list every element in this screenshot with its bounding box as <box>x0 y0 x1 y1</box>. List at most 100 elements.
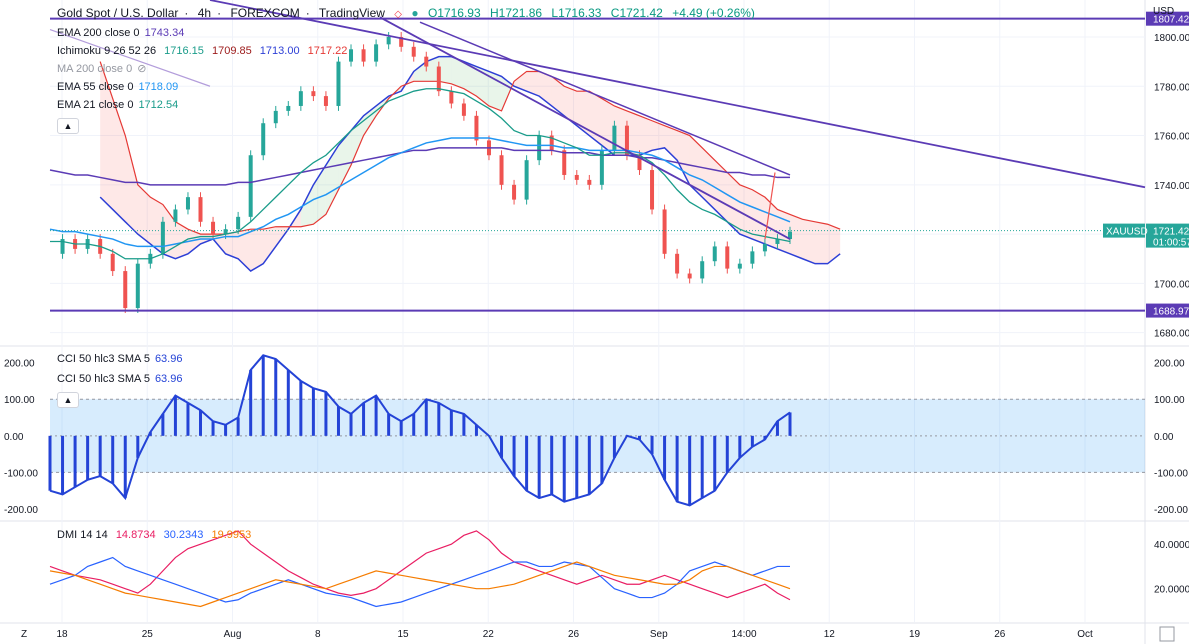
legend-ma200[interactable]: MA 200 close 0 ⊘ <box>57 62 151 76</box>
legend-cci-2[interactable]: CCI 50 hlc3 SMA 5 63.96 <box>57 372 187 386</box>
bottom-line-price-tag: 1688.97 <box>1153 307 1189 318</box>
x-tick-label: 12 <box>824 629 836 640</box>
x-tick-label: 26 <box>568 629 580 640</box>
eye-hidden-icon[interactable]: ⊘ <box>137 63 147 75</box>
candle-body <box>311 91 316 97</box>
settings-gear-icon <box>1159 626 1175 642</box>
y-tick-label: 1680.00 <box>1154 329 1189 340</box>
price-series <box>49 88 791 260</box>
x-tick-label: 25 <box>142 629 154 640</box>
cloud-segment <box>551 76 565 116</box>
candle-body <box>775 239 780 244</box>
legend-dmi[interactable]: DMI 14 14 14.8734 30.2343 19.9953 <box>57 528 256 542</box>
cloud-segment <box>175 221 188 259</box>
legend-value: 14.8734 <box>115 529 156 541</box>
cloud-segment <box>463 61 477 97</box>
legend-label: Ichimoku 9 26 52 26 <box>57 45 157 57</box>
candle-body <box>173 209 178 222</box>
arrow-annotation <box>764 172 776 240</box>
legend-ema55[interactable]: EMA 55 close 0 1718.09 <box>57 80 183 94</box>
cloud-segment <box>790 214 803 259</box>
cloud-segment <box>338 130 352 190</box>
candle-body <box>512 184 517 200</box>
status-dot-icon: ● <box>411 6 419 20</box>
cloud-segment <box>739 184 753 240</box>
candle-body <box>574 174 579 180</box>
cloud-segment <box>539 71 552 106</box>
trend-line <box>49 29 211 87</box>
legend-value: 1743.34 <box>144 27 185 39</box>
currency-label[interactable]: USD <box>1153 6 1175 17</box>
legend-label: DMI 14 14 <box>57 529 108 541</box>
cloud-segment <box>601 98 615 156</box>
x-tick-label: Oct <box>1077 629 1093 640</box>
x-tick-label: 26 <box>994 629 1006 640</box>
legend-cci-1[interactable]: CCI 50 hlc3 SMA 5 63.96 <box>57 352 187 366</box>
cloud-segment <box>639 115 653 156</box>
candle-body <box>60 239 65 254</box>
candle-body <box>261 123 266 156</box>
dmi-y-tick-label: 40.0000 <box>1154 540 1189 551</box>
cloud-segment <box>100 61 113 210</box>
collapse-cci-button[interactable]: ▲ <box>57 392 79 408</box>
candle-body <box>449 91 454 104</box>
y-tick-label: 1700.00 <box>1154 279 1189 290</box>
interval: 4h <box>197 6 212 20</box>
candle-body <box>223 229 228 235</box>
cloud-segment <box>313 165 326 225</box>
dmi-pane <box>49 530 791 608</box>
legend-label: EMA 200 close 0 <box>57 27 140 39</box>
legend-ichimoku[interactable]: Ichimoku 9 26 52 26 1716.15 1709.85 1713… <box>57 44 352 58</box>
cloud-segment <box>476 66 489 106</box>
x-tick-label: 15 <box>397 629 409 640</box>
cloud-segment <box>238 229 251 272</box>
cloud-segment <box>626 110 640 156</box>
legend-label: EMA 55 close 0 <box>57 81 134 93</box>
cci-pane <box>48 354 1145 507</box>
legend-label: CCI 50 hlc3 SMA 5 <box>57 353 150 365</box>
bottom-line-price-tag-bg <box>1146 303 1189 318</box>
x-tick-label: 18 <box>56 629 68 640</box>
candle-body <box>524 160 529 200</box>
candle-body <box>549 135 554 151</box>
trend-line <box>379 16 791 240</box>
cloud-segment <box>451 56 464 89</box>
legend-ema200[interactable]: EMA 200 close 0 1743.34 <box>57 26 189 40</box>
legend-value: 1717.22 <box>307 45 348 57</box>
trend-lines <box>49 0 1146 312</box>
candle-body <box>725 246 730 269</box>
collapse-legend-button[interactable]: ▲ <box>57 118 79 134</box>
cloud-segment <box>802 219 816 264</box>
candle-body <box>612 125 617 151</box>
candle-body <box>374 44 379 62</box>
candle-body <box>650 170 655 210</box>
cci-y-tick-label-left: 0.00 <box>4 432 24 443</box>
x-tick-label: Aug <box>224 629 242 640</box>
candle-body <box>562 150 567 175</box>
candle-body <box>712 246 717 262</box>
ohlc-low: L1716.33 <box>551 6 602 20</box>
alert-icon[interactable]: ◇ <box>394 9 402 20</box>
cloud-segment <box>413 61 427 82</box>
candle-body <box>361 49 366 62</box>
legend-ema21[interactable]: EMA 21 close 0 1712.54 <box>57 98 183 112</box>
candle-body <box>499 155 504 185</box>
plus-di-line <box>49 530 791 601</box>
candle-body <box>599 150 604 185</box>
candle-body <box>160 221 165 254</box>
cci-y-tick-label: 0.00 <box>1154 432 1174 443</box>
candle-body <box>386 36 391 45</box>
dmi-y-tick-label: 20.0000 <box>1154 585 1189 596</box>
y-tick-label: 1780.00 <box>1154 82 1189 93</box>
trend-line <box>209 0 1146 189</box>
cloud-segment <box>652 120 665 151</box>
cloud-segment <box>677 130 690 185</box>
adx-line <box>49 561 791 608</box>
cloud-segment <box>426 56 439 82</box>
last-price-tag-bg <box>1146 223 1189 248</box>
legend-label: MA 200 close 0 <box>57 63 133 75</box>
